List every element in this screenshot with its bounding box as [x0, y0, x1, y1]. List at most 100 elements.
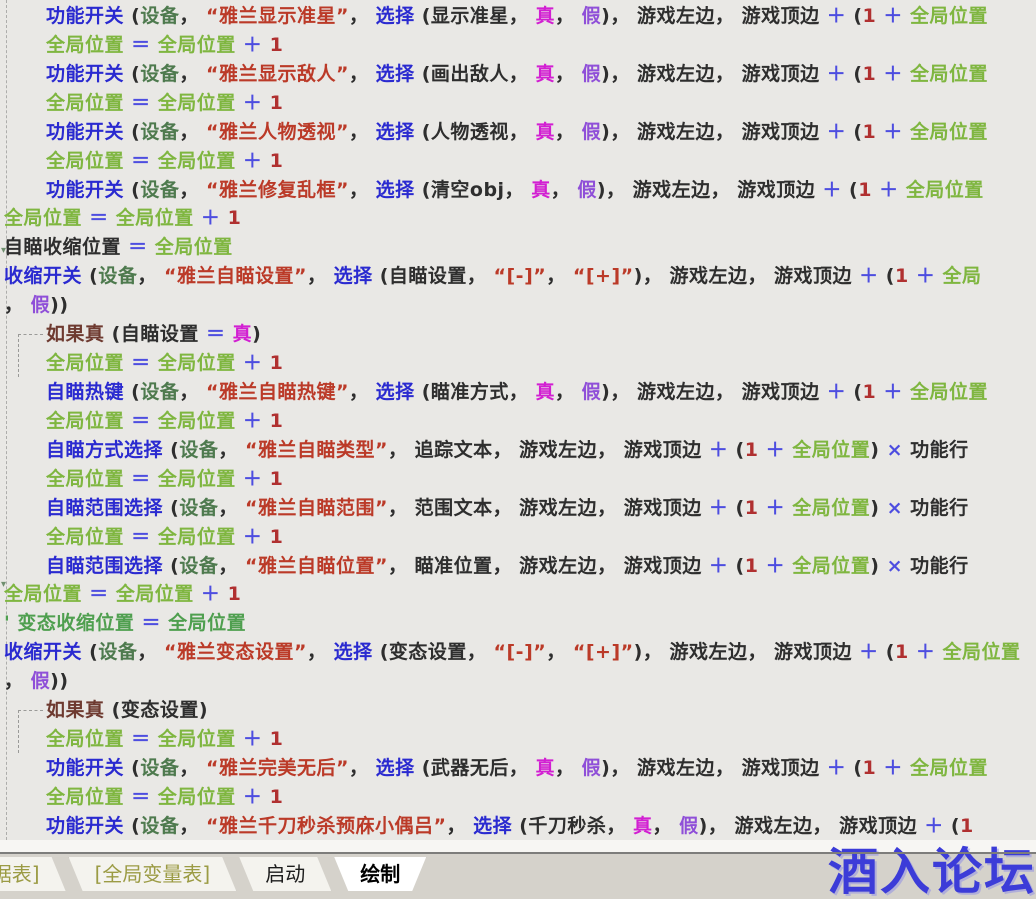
- code-token-str: “[+]”: [572, 641, 634, 664]
- code-token-pl: ，: [348, 5, 376, 27]
- code-token-str: “雅兰自瞄类型”: [244, 438, 388, 461]
- code-token-pl: )): [50, 670, 69, 693]
- code-token-pl: ): [870, 554, 887, 577]
- code-token-fn: 自瞄方式选择: [46, 438, 164, 461]
- code-token-op: ＋: [915, 265, 936, 288]
- code-line: 全局位置 ＝ 全局位置 ＋ 1: [0, 407, 1036, 436]
- code-token-dev: 设备: [140, 814, 180, 837]
- code-token-fn: 选择: [375, 178, 415, 201]
- code-line: 收缩开关 (设备， “雅兰自瞄设置”， 选择 (自瞄设置， “[-]”， “[+…: [0, 262, 1036, 291]
- code-token-op: ＋: [242, 467, 263, 490]
- code-token-op: ＋: [822, 178, 842, 201]
- code-token-flow: 如果真: [46, 699, 105, 722]
- fold-end-arrow-icon[interactable]: ▾: [1, 245, 7, 256]
- code-token-pl: (变态设置，: [372, 641, 494, 664]
- code-token-pl: (: [163, 554, 180, 577]
- code-token-glob: 全局位置: [157, 785, 236, 808]
- code-token-pl: (: [728, 496, 745, 519]
- code-token-op: ＋: [708, 496, 729, 519]
- code-token-pl: [909, 641, 916, 663]
- code-token-pl: 功能行: [903, 496, 969, 519]
- code-token-pl: [151, 34, 158, 56]
- code-token-fn: 选择: [333, 641, 373, 664]
- fold-end-arrow-icon[interactable]: ▾: [1, 579, 7, 590]
- code-token-fn: 功能开关: [46, 120, 125, 143]
- code-token-pl: (自瞄设置: [104, 323, 206, 346]
- code-token-glob: 全局位置: [46, 728, 125, 751]
- code-line: 如果真 (自瞄设置 ＝ 真): [0, 320, 1036, 349]
- code-token-pl: ，: [652, 814, 680, 837]
- code-token-pl: (: [124, 756, 141, 779]
- tab-draw[interactable]: 绘制: [334, 857, 426, 891]
- code-token-pl: ): [870, 438, 887, 461]
- code-token-op: ＝: [131, 409, 151, 432]
- code-line: ， 假)): [0, 291, 1036, 320]
- code-token-num: 1: [858, 178, 872, 201]
- code-token-str: “[-]”: [493, 641, 547, 664]
- code-token-fn: 自瞄范围选择: [46, 496, 164, 519]
- code-token-op: ＋: [242, 409, 263, 432]
- code-token-dev: 设备: [179, 496, 219, 519]
- code-token-fn: 功能开关: [46, 756, 125, 779]
- code-line: 全局位置 ＝ 全局位置 ＋ 1: [0, 523, 1036, 552]
- code-token-fv: 假: [577, 178, 597, 201]
- code-token-op: ＝: [131, 525, 151, 548]
- code-token-pl: [236, 410, 243, 432]
- code-editor[interactable]: ▾ ▾ 功能开关 (设备， “雅兰显示准星”， 选择 (显示准星， 真， 假)，…: [0, 0, 1036, 840]
- code-token-fn: 选择: [333, 265, 373, 288]
- code-token-pl: ，: [348, 756, 376, 779]
- code-token-op: ＋: [859, 641, 879, 664]
- code-token-pl: (瞄准方式，: [414, 380, 536, 403]
- code-token-pl: ，: [348, 62, 376, 85]
- code-token-pl: [236, 526, 243, 548]
- code-token-pl: [903, 381, 910, 403]
- code-token-fv: 假: [581, 5, 602, 27]
- tab-start[interactable]: 启动: [239, 857, 331, 891]
- code-token-pl: [903, 5, 910, 27]
- tab-global-variables[interactable]: [全局变量表]: [69, 857, 237, 891]
- code-token-pl: ， 范围文本， 游戏左边， 游戏顶边: [387, 496, 709, 519]
- code-token-num: 1: [744, 554, 759, 577]
- code-token-pl: 功能行: [903, 554, 969, 577]
- code-token-op: ＋: [883, 120, 903, 143]
- code-line: 自瞄范围选择 (设备， “雅兰自瞄位置”， 瞄准位置， 游戏左边， 游戏顶边 ＋…: [0, 552, 1036, 581]
- tab-data-table[interactable]: [数据表]: [0, 857, 66, 891]
- code-token-pl: )): [50, 294, 69, 317]
- watermark: 酒入论坛: [828, 843, 1036, 899]
- code-token-str: “雅兰自瞄热键”: [205, 380, 349, 403]
- code-token-op: ＋: [826, 380, 847, 403]
- code-token-fv: 假: [581, 756, 602, 779]
- code-token-num: 1: [269, 728, 284, 751]
- code-token-pl: (: [124, 178, 141, 201]
- code-token-tv: 真: [232, 323, 253, 346]
- code-token-pl: ，: [348, 178, 376, 201]
- code-token-pl: [109, 207, 116, 229]
- code-token-op: ＝: [131, 91, 151, 114]
- code-token-str: “雅兰变态设置”: [163, 641, 307, 664]
- code-token-fn: 收缩开关: [4, 641, 83, 664]
- code-token-str: “雅兰显示准星”: [205, 5, 349, 27]
- code-token-dev: 设备: [98, 641, 138, 664]
- code-token-glob: 全局位置: [910, 62, 989, 85]
- code-token-str: “雅兰显示敌人”: [205, 62, 349, 85]
- code-token-op: ＋: [879, 178, 899, 201]
- code-token-pl: (: [846, 62, 863, 85]
- code-token-num: 1: [744, 496, 759, 519]
- fold-indent-guide: [6, 0, 7, 840]
- code-token-fn: 功能开关: [46, 178, 125, 201]
- code-token-pl: (: [846, 756, 863, 779]
- code-token-pl: (: [728, 438, 745, 461]
- code-token-glob: 全局位置: [157, 728, 236, 751]
- code-token-pl: ，: [348, 120, 376, 143]
- code-token-num: 1: [895, 641, 909, 664]
- code-line: 全局位置 ＝ 全局位置 ＋ 1: [0, 89, 1036, 118]
- code-token-pl: 功能行: [903, 438, 969, 461]
- code-token-pl: [262, 526, 269, 548]
- code-line: 全局位置 ＝ 全局位置 ＋ 1: [0, 147, 1036, 176]
- code-token-op: ＋: [924, 814, 944, 837]
- code-token-pl: [262, 92, 269, 114]
- code-token-glob: 全局位置: [910, 380, 989, 403]
- code-token-op: ＋: [242, 91, 263, 114]
- code-token-tv: 真: [535, 120, 556, 143]
- code-token-pl: ，: [218, 496, 245, 519]
